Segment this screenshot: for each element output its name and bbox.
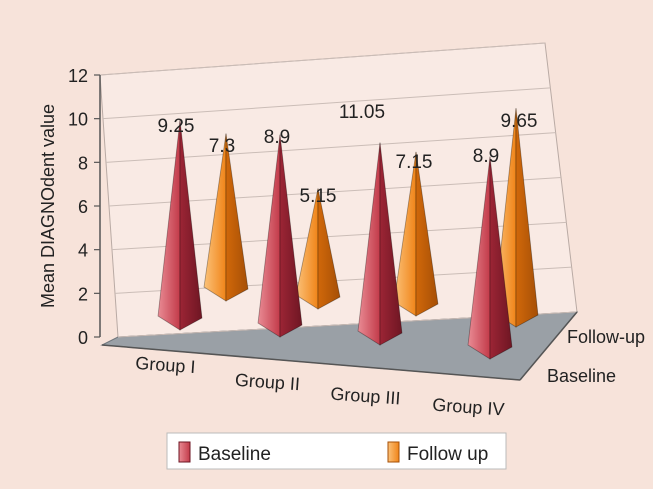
- bar-follow-up: [393, 151, 439, 317]
- bar-baseline-face-side: [489, 156, 513, 360]
- bar-follow-up: [295, 188, 341, 310]
- legend-box: [166, 432, 507, 470]
- legend-swatch-follow-up: [387, 441, 400, 463]
- x-category-label: Group I: [135, 353, 196, 377]
- data-label-baseline: 8.9: [473, 146, 499, 167]
- data-label-follow-up: 7.15: [396, 152, 433, 173]
- bar-baseline: [357, 142, 403, 346]
- bar-follow-up: [203, 133, 249, 302]
- x-category-label: Group IV: [432, 395, 505, 420]
- bar-baseline: [467, 156, 513, 360]
- bar-baseline: [157, 119, 203, 331]
- x-category-label: Group II: [234, 370, 300, 394]
- depth-label: Follow-up: [567, 327, 645, 347]
- y-axis-label: Mean DIAGNOdent value: [38, 104, 58, 308]
- y-tick-label: 2: [78, 284, 88, 304]
- y-tick-label: 0: [78, 328, 88, 348]
- y-tick-label: 8: [78, 153, 88, 173]
- bar-follow-up-face-side: [515, 108, 539, 328]
- y-tick-label: 10: [68, 110, 88, 130]
- bar-baseline: [257, 134, 303, 338]
- data-label-baseline: 11.05: [339, 102, 385, 123]
- legend-label-follow-up: Follow up: [407, 444, 488, 465]
- gridline: [99, 42, 546, 76]
- y-tick-label: 6: [78, 197, 88, 217]
- legend-label-baseline: Baseline: [198, 444, 271, 465]
- data-label-follow-up: 7.3: [209, 136, 235, 157]
- y-tick-label: 12: [68, 66, 88, 86]
- depth-label: Baseline: [547, 366, 616, 386]
- depth-axis-line: [519, 311, 578, 381]
- bar-follow-up-face-side: [225, 133, 249, 302]
- data-label-baseline: 9.25: [158, 116, 195, 137]
- gridline: [102, 87, 551, 120]
- x-category-label: Group III: [330, 384, 401, 409]
- data-labels: 9.25 8.9 11.05 8.9 7.3 5.15 7.15 9.65: [158, 102, 538, 207]
- y-tick-label: 4: [78, 241, 88, 261]
- y-axis-ticks: 0 2 4 6 8 10 12: [68, 66, 100, 348]
- legend-swatch-baseline: [178, 441, 191, 463]
- bars: [157, 108, 539, 360]
- depth-axis-labels: Baseline Follow-up: [547, 327, 645, 386]
- legend: Baseline Follow up: [166, 432, 507, 470]
- data-label-baseline: 8.9: [264, 127, 290, 148]
- data-label-follow-up: 9.65: [501, 111, 538, 132]
- bar-follow-up-face-side: [415, 151, 439, 317]
- x-axis-line: [101, 344, 521, 381]
- data-label-follow-up: 5.15: [300, 186, 337, 207]
- bar-baseline-face-side: [279, 134, 303, 338]
- bar-follow-up-face-side: [317, 188, 341, 310]
- x-axis-categories: Group I Group II Group III Group IV: [135, 353, 505, 420]
- bar-baseline-face-side: [179, 119, 203, 331]
- bar-baseline-face-side: [379, 142, 403, 346]
